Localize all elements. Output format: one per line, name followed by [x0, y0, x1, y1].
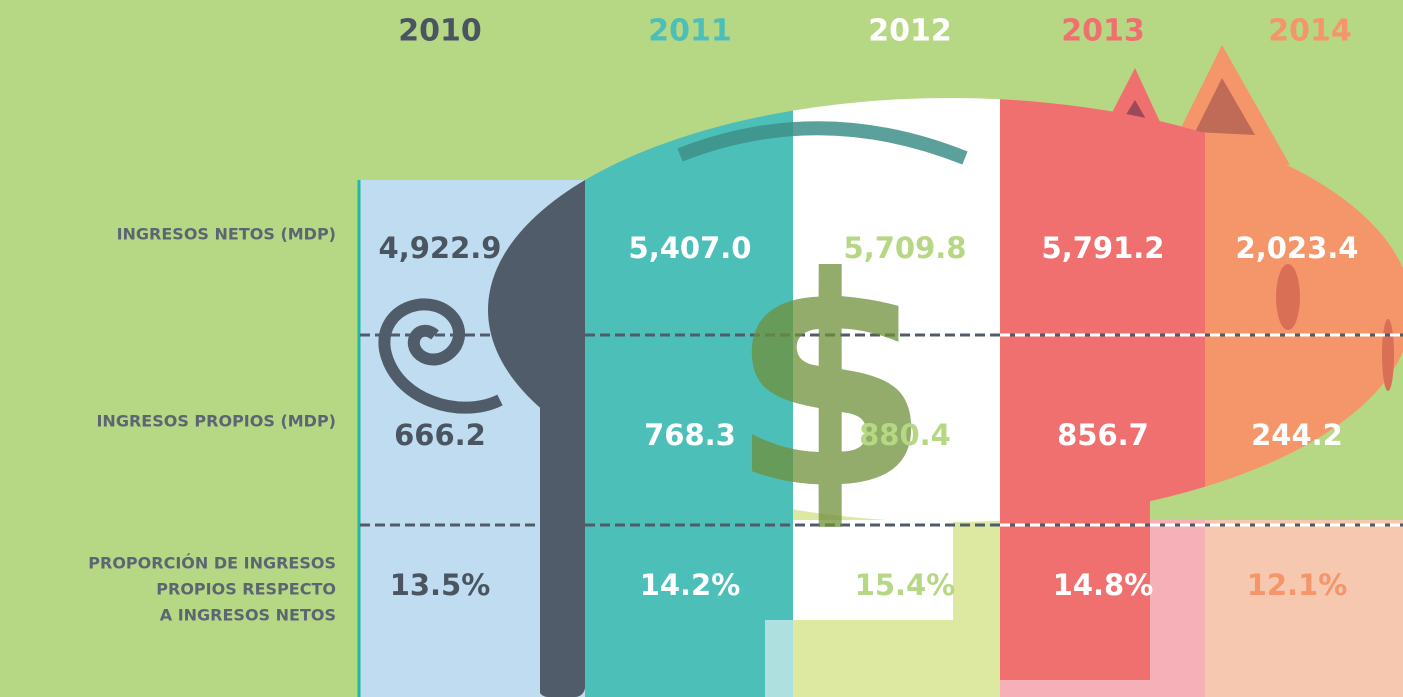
nostril: [1276, 264, 1300, 330]
year-header: 2011: [648, 14, 732, 49]
row-label: INGRESOS NETOS (MDP): [117, 225, 336, 244]
cell-value: 2,023.4: [1236, 231, 1359, 265]
cell-value: 5,407.0: [629, 231, 752, 265]
row-label: PROPORCIÓN DE INGRESOS: [88, 554, 336, 573]
pig-leg: [793, 620, 953, 697]
cell-value: 244.2: [1251, 418, 1343, 452]
nostril: [1382, 319, 1394, 391]
cell-value: 15.4%: [855, 568, 956, 602]
year-header: 2012: [868, 14, 952, 49]
cell-value: 14.2%: [640, 568, 741, 602]
cell-value: 5,709.8: [844, 231, 967, 265]
cell-value: 14.8%: [1053, 568, 1154, 602]
row-label: A INGRESOS NETOS: [160, 606, 336, 625]
year-header: 2014: [1268, 14, 1352, 49]
cell-value: 768.3: [644, 418, 736, 452]
cell-value: 666.2: [394, 418, 486, 452]
infographic: $ 2010 2011 2012 2013 2014 INGRESOS NETOS (MD…: [0, 0, 1403, 697]
cell-value: 13.5%: [390, 568, 491, 602]
dollar-icon: $: [729, 216, 931, 553]
row-label: PROPIOS RESPECTO: [156, 580, 336, 599]
row-label: INGRESOS PROPIOS (MDP): [96, 412, 336, 431]
cell-value: 880.4: [859, 418, 951, 452]
cell-value: 12.1%: [1247, 568, 1348, 602]
cell-value: 4,922.9: [379, 231, 502, 265]
year-header: 2010: [398, 14, 482, 49]
cell-value: 856.7: [1057, 418, 1149, 452]
year-header: 2013: [1061, 14, 1145, 49]
cell-value: 5,791.2: [1042, 231, 1165, 265]
